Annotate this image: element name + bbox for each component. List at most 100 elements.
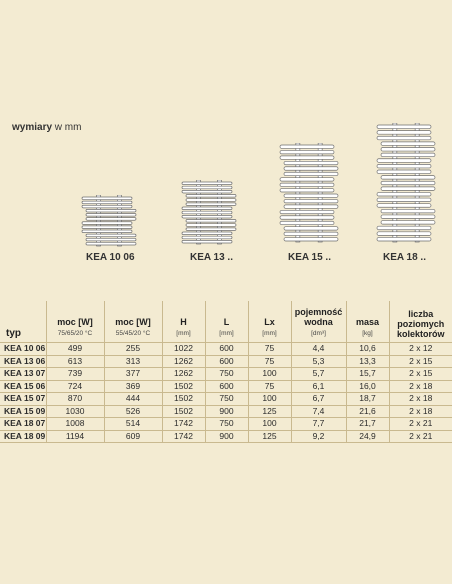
radiator-bar: [279, 144, 335, 149]
radiator-bar: [181, 181, 233, 185]
radiator-bar: [181, 210, 233, 215]
radiator-bar: [376, 135, 432, 141]
table-cell: 75: [247, 355, 291, 368]
table-cell: 255: [103, 342, 162, 356]
column-header-label: masa: [355, 317, 380, 327]
table-cell-type: KEA 15 09: [0, 405, 46, 418]
table-cell: 1742: [161, 417, 205, 431]
table-cell: 514: [103, 417, 162, 431]
radiator-bar: [279, 220, 335, 226]
column-header-label: moc [W]: [57, 317, 93, 327]
column-header: typ: [0, 301, 46, 343]
column-header: Lx [mm]: [247, 301, 291, 343]
radiator-bar: [283, 204, 339, 209]
radiator-bar: [376, 225, 432, 231]
table-header-row: typ moc [W] 75/65/20 °C moc [W] 55/45/20 °C H…: [0, 301, 452, 343]
radiator-bar: [283, 226, 339, 231]
table-cell: 750: [204, 417, 248, 431]
table-cell: 1742: [161, 430, 205, 443]
radiator-bar: [85, 242, 137, 246]
column-header: H [mm]: [161, 301, 205, 343]
radiator-kea-18-drawing: [376, 123, 436, 243]
radiator-bar: [380, 186, 436, 191]
radiator-bar: [376, 124, 432, 129]
radiator-kea-15-drawing: [279, 143, 339, 243]
table-cell: 5,7: [290, 367, 346, 381]
radiator-bar: [283, 171, 339, 177]
column-header-label: liczba poziomych kolektorów: [396, 309, 445, 339]
table-cell-type: KEA 18 09: [0, 430, 46, 443]
radiator-bar: [279, 155, 335, 160]
table-cell: 1030: [45, 405, 104, 418]
table-cell: 24,9: [345, 430, 389, 443]
radiator-kea-13-drawing: [181, 180, 237, 245]
radiator-bar: [81, 221, 133, 225]
radiator-bar: [279, 150, 335, 155]
table-cell: 750: [204, 392, 248, 406]
radiator-bar: [185, 194, 237, 198]
radiator-bar: [85, 209, 137, 213]
table-cell: 2 x 15: [388, 355, 452, 368]
table-cell: 377: [103, 367, 162, 381]
table-cell: 2 x 18: [388, 380, 452, 393]
radiator-bar: [185, 223, 237, 227]
column-header: L [mm]: [204, 301, 248, 343]
radiator-bar: [283, 193, 339, 198]
table-cell: 750: [204, 367, 248, 381]
radiator-bar: [376, 231, 432, 236]
table-cell: 526: [103, 405, 162, 418]
table-cell: 75: [247, 342, 291, 356]
table-cell: 600: [204, 355, 248, 368]
radiator-bar: [85, 237, 137, 242]
radiator-bar: [279, 177, 335, 182]
table-cell: 313: [103, 355, 162, 368]
radiator-bar: [279, 182, 335, 187]
radiator-bar: [380, 208, 436, 214]
table-cell: 2 x 15: [388, 367, 452, 381]
column-header: moc [W] 75/65/20 °C: [45, 301, 104, 343]
table-cell: 1194: [45, 430, 104, 443]
table-cell: 13,3: [345, 355, 389, 368]
table-row: KEA 15 09 1030 526 1502 900 125 7,4 21,6 2 x 18: [0, 405, 452, 418]
column-header-unit: [kg]: [362, 330, 373, 337]
table-cell: 369: [103, 380, 162, 393]
column-header-unit: 75/65/20 °C: [57, 330, 93, 337]
table-cell: 1262: [161, 355, 205, 368]
table-cell: 2 x 12: [388, 342, 452, 356]
radiator-bar: [85, 217, 137, 221]
table-cell-type: KEA 18 07: [0, 417, 46, 431]
radiator-bar: [181, 215, 233, 219]
radiator-bar: [81, 225, 133, 229]
table-cell: 609: [103, 430, 162, 443]
table-cell: 7,7: [290, 417, 346, 431]
table-row: KEA 15 07 870 444 1502 750 100 6,7 18,7 2 x 18: [0, 392, 452, 406]
radiator-bar: [380, 220, 436, 225]
column-header-unit: [mm]: [219, 330, 234, 337]
radiator-bar: [380, 214, 436, 219]
specifications-table: typ moc [W] 75/65/20 °C moc [W] 55/45/20 °C H…: [0, 301, 452, 443]
radiator-bar: [283, 231, 339, 236]
column-header-unit: [dm³]: [311, 330, 326, 337]
dimensions-heading: wymiary w mm: [12, 122, 82, 133]
table-cell: 600: [204, 380, 248, 393]
table-cell: 613: [45, 355, 104, 368]
column-header-label: H: [180, 317, 187, 327]
column-header-unit: [mm]: [262, 330, 277, 337]
table-cell-type: KEA 15 07: [0, 392, 46, 406]
table-cell: 2 x 21: [388, 430, 452, 443]
radiator-kea-10-06-drawing: [81, 195, 137, 247]
radiator-bar: [279, 209, 335, 215]
table-cell: 600: [204, 342, 248, 356]
table-cell: 4,4: [290, 342, 346, 356]
radiator-bar: [376, 169, 432, 174]
table-row: KEA 15 06 724 369 1502 600 75 6,1 16,0 2 x 18: [0, 380, 452, 393]
table-cell-type: KEA 13 06: [0, 355, 46, 368]
radiator-collector: [295, 143, 301, 243]
table-cell: 6,7: [290, 392, 346, 406]
radiator-bar: [185, 198, 237, 202]
table-cell: 870: [45, 392, 104, 406]
radiator-bar: [81, 229, 133, 233]
radiator-bar: [279, 215, 335, 220]
column-header-label: Lx: [264, 317, 275, 327]
table-cell: 1502: [161, 405, 205, 418]
